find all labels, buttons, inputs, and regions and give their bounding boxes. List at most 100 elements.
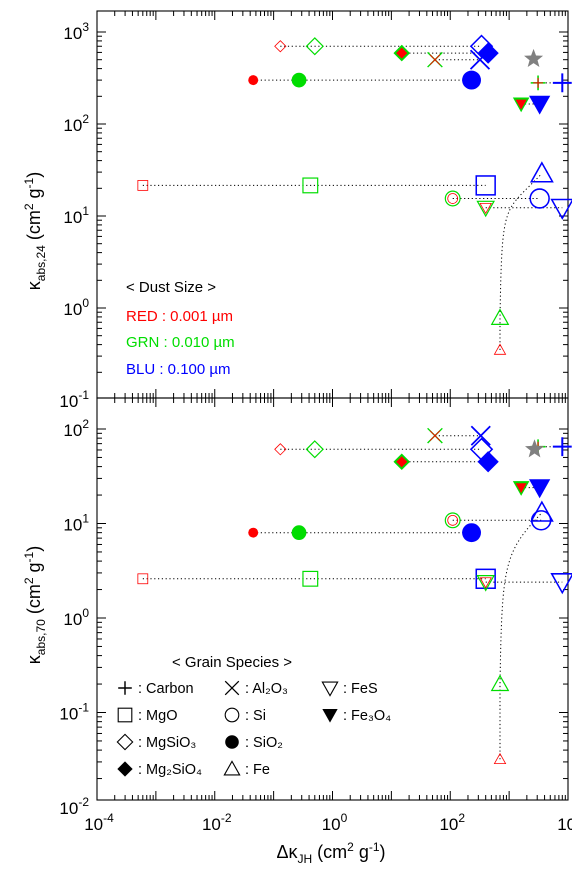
top-marker-fe-grn — [490, 308, 510, 325]
species-legend-symbol-group — [223, 760, 241, 776]
top-marker-al2o3-red — [429, 54, 441, 65]
grain-species-legend-title: < Grain Species > — [172, 654, 292, 671]
species-legend-symbol-group — [116, 733, 134, 751]
species-legend-diamond-open-icon — [116, 733, 134, 751]
bottom-ytick-label: 10-2 — [59, 795, 89, 818]
top-marker-fe3o4-blu-group — [529, 95, 551, 115]
top-marker-fe3o4-red-group — [515, 99, 527, 110]
species-legend-entry: : Si — [224, 707, 266, 724]
bottom-ytick-label: 10-1 — [59, 701, 89, 724]
bottom-marker-sio2-blu — [462, 523, 481, 543]
top-marker-mgo-grn-group — [302, 177, 319, 194]
top-marker-sio2-grn — [291, 72, 307, 88]
top-marker-mg2sio4-red — [396, 47, 408, 59]
top-marker-sio2-red — [248, 75, 259, 86]
data-markers — [137, 34, 572, 765]
species-legend-label: : FeS — [343, 681, 378, 697]
top-ytick-exponent: 3 — [82, 20, 89, 34]
bottom-marker-al2o3-red-group — [429, 430, 441, 441]
top-marker-sio2-red-group — [248, 75, 259, 86]
species-legend-entry: : SiO₂ — [225, 735, 283, 751]
species-legend-label: : Carbon — [138, 681, 194, 697]
bottom-marker-fe3o4-red-group — [515, 483, 527, 494]
bottom-marker-mgsio3-red-group — [274, 443, 287, 456]
species-legend-entry: : Carbon — [118, 681, 194, 697]
bottom-y-axis-unit-c: ) — [24, 546, 44, 552]
species-legend-circle-open-icon — [224, 707, 240, 723]
species-legend-symbol-group — [117, 707, 133, 723]
dust-size-legend: < Dust Size > RED : 0.001 µm GRN : 0.010… — [126, 279, 235, 378]
top-ytick-mantissa: 10 — [63, 208, 82, 227]
top-marker-fes-grn — [476, 200, 495, 218]
bottom-marker-mgo-grn — [302, 570, 319, 587]
species-legend-tri-up-open-icon — [223, 760, 241, 776]
top-ytick-mantissa: 10 — [63, 300, 82, 319]
top-marker-sio2-grn-group — [291, 72, 307, 88]
species-legend-symbol-group — [117, 761, 133, 777]
xtick-mantissa: 10 — [557, 815, 572, 834]
bottom-y-axis-label: κabs,70 (cm2 g-1) — [22, 546, 48, 664]
bottom-marker-carbon-blu-group — [552, 437, 572, 457]
bottom-marker-fe-blu-group — [529, 500, 554, 522]
bottom-marker-si-red — [447, 514, 459, 526]
species-legend-label: : Si — [245, 708, 266, 724]
bottom-marker-fe-blu — [529, 500, 554, 522]
top-y-axis-unit-c: ) — [24, 172, 44, 178]
species-legend-entry: : Al₂O₃ — [224, 680, 288, 697]
top-marker-fe-blu-group — [529, 161, 554, 183]
bottom-marker-mgo-red-group — [137, 573, 149, 585]
species-legend-entry: : Mg₂SiO₄ — [117, 761, 202, 778]
top-y-axis-sup-a: 2 — [22, 203, 36, 210]
top-marker-si-red — [447, 193, 459, 204]
bottom-marker-al2o3-red — [429, 430, 441, 441]
species-legend-plus-icon — [118, 681, 132, 695]
bottom-ytick-exponent: 2 — [82, 417, 89, 431]
grain-species-legend: < Grain Species > : Carbon : Al₂O₃ : FeS : … — [116, 654, 391, 778]
bottom-marker-sio2-red-group — [248, 527, 259, 538]
top-marker-carbon-blu — [552, 73, 572, 93]
bottom-y-axis-sup-b: -1 — [22, 551, 36, 562]
bottom-marker-mg2sio4-blu — [477, 451, 499, 473]
top-y-axis-sup-b: -1 — [22, 177, 36, 188]
bottom-marker-mgo-red — [137, 573, 149, 585]
bottom-marker-fe-red — [493, 752, 507, 765]
top-marker-si-grn-group — [444, 190, 461, 207]
xtick-mantissa: 10 — [84, 815, 103, 834]
species-legend-tri-down-open-icon — [321, 681, 339, 697]
species-legend-entry: : Fe₃O₄ — [322, 708, 391, 724]
top-ytick-exponent: 2 — [82, 112, 89, 126]
xtick-mantissa: 10 — [439, 815, 458, 834]
bottom-ytick-exponent: -1 — [78, 701, 89, 715]
top-marker-si-blu-group — [529, 188, 550, 209]
species-legend-label: : Fe₃O₄ — [343, 708, 391, 724]
top-ytick-exponent: 1 — [82, 204, 89, 218]
bottom-marker-si-red-group — [447, 514, 459, 526]
bottom-marker-carbon-blu — [552, 437, 572, 457]
top-marker-mgo-red-group — [137, 180, 149, 191]
bottom-marker-fe3o4-red — [515, 483, 527, 494]
species-legend-label: : MgO — [138, 708, 177, 724]
bottom-ytick-exponent: -2 — [78, 795, 89, 809]
xtick-label: 104 — [557, 811, 572, 834]
top-marker-al2o3-blu-group — [469, 49, 491, 70]
top-marker-fe3o4-red — [515, 99, 527, 110]
top-marker-mgsio3-red-group — [274, 40, 287, 53]
top-marker-al2o3-red-group — [429, 54, 441, 65]
top-marker-mgo-red — [137, 180, 149, 191]
bottom-ytick-exponent: 1 — [82, 512, 89, 526]
top-marker-fes-red-group — [479, 202, 492, 215]
x-axis-unit-a: (cm — [312, 842, 347, 862]
xtick-mantissa: 10 — [322, 815, 341, 834]
bottom-ytick-label: 101 — [63, 512, 89, 535]
top-marker-fe-red — [493, 343, 507, 355]
species-legend-circle-filled-icon — [225, 735, 239, 749]
species-legend-square-open-icon — [117, 707, 133, 723]
species-legend-diamond-filled-icon — [117, 761, 133, 777]
top-ytick-exponent: -1 — [78, 388, 89, 402]
bottom-y-axis-kappa: κ — [24, 654, 44, 664]
x-axis-sup-b: -1 — [369, 840, 380, 854]
bottom-marker-fes-grn-group — [476, 575, 495, 592]
top-marker-si-red-group — [447, 193, 459, 204]
top-marker-si-blu — [529, 188, 550, 209]
